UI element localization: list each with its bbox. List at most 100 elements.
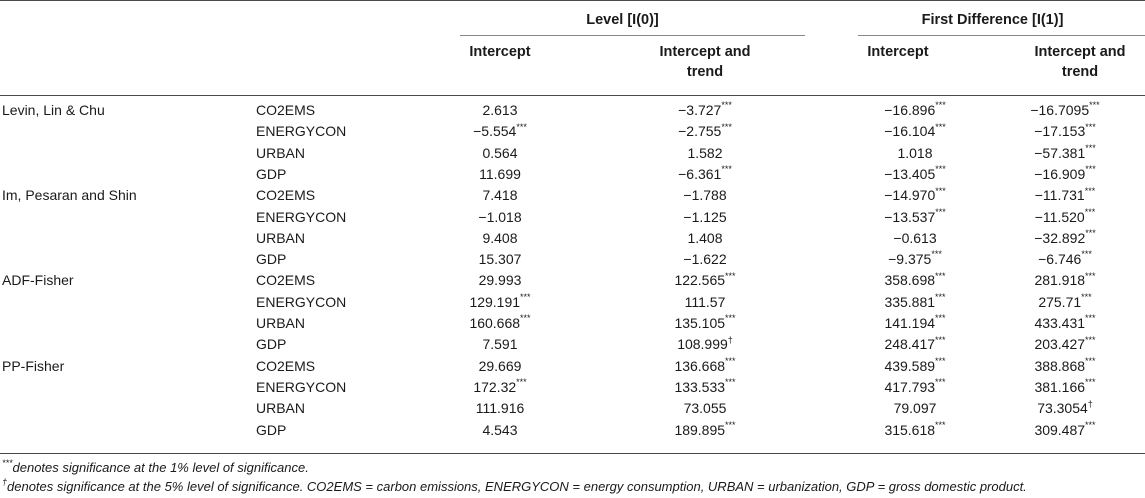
value-cell: 111.916: [420, 400, 580, 416]
significance-mark: ***: [1089, 100, 1100, 111]
value-cell: 275.71***: [985, 292, 1145, 310]
value-cell: 417.793***: [825, 378, 1005, 395]
value-cell: 1.408: [605, 230, 805, 246]
variable-cell: GDP: [256, 251, 287, 268]
variable-cell: ENERGYCON: [256, 378, 347, 395]
significance-mark: ***: [935, 355, 946, 366]
value-number: 275.71: [1038, 293, 1082, 310]
significance-mark: ***: [1085, 142, 1096, 153]
table-row: ENERGYCON −1.018 −1.125 −13.537*** −11.520**…: [0, 207, 1145, 228]
value-number: −1.622: [683, 251, 727, 268]
test-name-cell: ADF-Fisher: [2, 272, 74, 289]
value-number: 7.418: [482, 187, 518, 204]
significance-mark: ***: [721, 100, 732, 111]
value-number: 79.097: [893, 400, 937, 417]
value-cell: −14.970***: [825, 186, 1005, 203]
value-number: 0.564: [482, 144, 518, 161]
value-number: −17.153: [1034, 123, 1086, 140]
value-cell: −11.731***: [985, 186, 1145, 204]
significance-mark: ***: [1081, 292, 1092, 303]
value-number: 111.57: [684, 293, 726, 310]
value-number: −11.520: [1034, 208, 1085, 225]
value-cell: 111.57: [605, 294, 805, 310]
value-cell: −5.554***: [420, 122, 580, 140]
value-cell: −1.622: [605, 251, 805, 267]
value-number: 335.881: [884, 293, 936, 310]
value-cell: 381.166***: [985, 378, 1145, 395]
value-cell: −1.788: [605, 187, 805, 203]
value-cell: 160.668***: [420, 313, 580, 331]
significance-mark: ***: [721, 164, 732, 175]
value-cell: 433.431***: [985, 313, 1145, 331]
group-underline-level: [460, 35, 805, 36]
value-number: 111.916: [475, 400, 525, 417]
footnote-1: ***denotes significance at the 1% level …: [2, 457, 309, 475]
value-number: −9.375: [888, 251, 932, 268]
variable-cell: URBAN: [256, 229, 306, 246]
value-number: −16.7095: [1030, 102, 1090, 118]
value-number: 2.613: [482, 102, 518, 118]
value-number: 1.408: [687, 229, 723, 246]
table-row: Im, Pesaran and Shin CO2EMS 7.418 −1.788 −14…: [0, 185, 1145, 206]
significance-mark: ***: [520, 313, 531, 324]
group-underline-first-difference: [858, 35, 1145, 36]
value-number: −3.727: [678, 102, 722, 118]
significance-mark: ***: [725, 419, 736, 430]
value-number: −16.104: [884, 123, 936, 140]
significance-mark: ***: [1085, 313, 1096, 324]
value-number: 1.582: [687, 144, 723, 161]
value-cell: 141.194***: [825, 314, 1005, 331]
value-cell: 281.918***: [985, 270, 1145, 289]
value-number: 141.194: [884, 315, 936, 331]
value-cell: 358.698***: [825, 271, 1005, 289]
significance-mark: ***: [1085, 228, 1096, 239]
sub-header-intercept-diff: Intercept: [867, 44, 929, 60]
value-number: −1.125: [683, 208, 727, 225]
value-number: −11.731: [1034, 187, 1085, 204]
value-cell: −13.405***: [825, 165, 1005, 182]
value-number: 11.699: [479, 165, 521, 182]
value-number: −5.554: [473, 123, 517, 140]
value-cell: 15.307: [420, 251, 580, 267]
value-number: 388.868: [1034, 357, 1086, 374]
value-number: 160.668: [469, 315, 521, 331]
value-cell: 203.427***: [985, 335, 1145, 352]
value-cell: −0.613: [825, 230, 1005, 246]
value-number: 135.105: [674, 315, 726, 331]
value-cell: 315.618***: [825, 420, 1005, 437]
value-number: −2.755: [678, 123, 722, 140]
value-number: 281.918: [1034, 272, 1086, 289]
value-number: 358.698: [884, 272, 936, 289]
variable-cell: URBAN: [256, 144, 306, 161]
value-number: 129.191: [469, 293, 521, 310]
test-name-cell: PP-Fisher: [2, 357, 65, 374]
significance-mark: ***: [1084, 206, 1096, 217]
variable-cell: CO2EMS: [256, 187, 316, 204]
value-number: 417.793: [884, 378, 936, 395]
header-bottom-rule: [0, 95, 1145, 96]
group-header-level: Level [I(0)]: [586, 12, 659, 28]
value-cell: 29.993: [420, 272, 580, 288]
value-cell: 335.881***: [825, 293, 1005, 310]
value-cell: 136.668***: [605, 356, 805, 373]
value-cell: 172.32***: [420, 377, 580, 395]
value-number: 73.3054: [1037, 400, 1088, 417]
value-cell: 133.533***: [605, 378, 805, 395]
table-row: ENERGYCON 172.32*** 133.533*** 417.793*** 38…: [0, 377, 1145, 398]
variable-cell: ENERGYCON: [256, 208, 347, 225]
value-number: −16.909: [1034, 165, 1086, 182]
value-cell: −3.727***: [605, 100, 805, 118]
value-number: −6.746: [1038, 251, 1082, 268]
significance-mark: ***: [931, 249, 942, 260]
table-row: ENERGYCON −5.554*** −2.755*** −16.104*** −17…: [0, 121, 1145, 142]
table-row: URBAN 160.668*** 135.105*** 141.194*** 433.4…: [0, 313, 1145, 334]
value-number: −1.788: [683, 187, 727, 204]
table-row: URBAN 111.916 73.055 79.097 73.3054†: [0, 398, 1145, 419]
significance-mark: ***: [935, 100, 946, 111]
significance-mark: ***: [1085, 270, 1096, 281]
value-cell: 129.191***: [420, 293, 580, 310]
value-number: 73.055: [683, 400, 727, 417]
significance-mark: ***: [516, 377, 527, 388]
variable-cell: ENERGYCON: [256, 293, 347, 310]
value-cell: −6.361***: [605, 164, 805, 182]
